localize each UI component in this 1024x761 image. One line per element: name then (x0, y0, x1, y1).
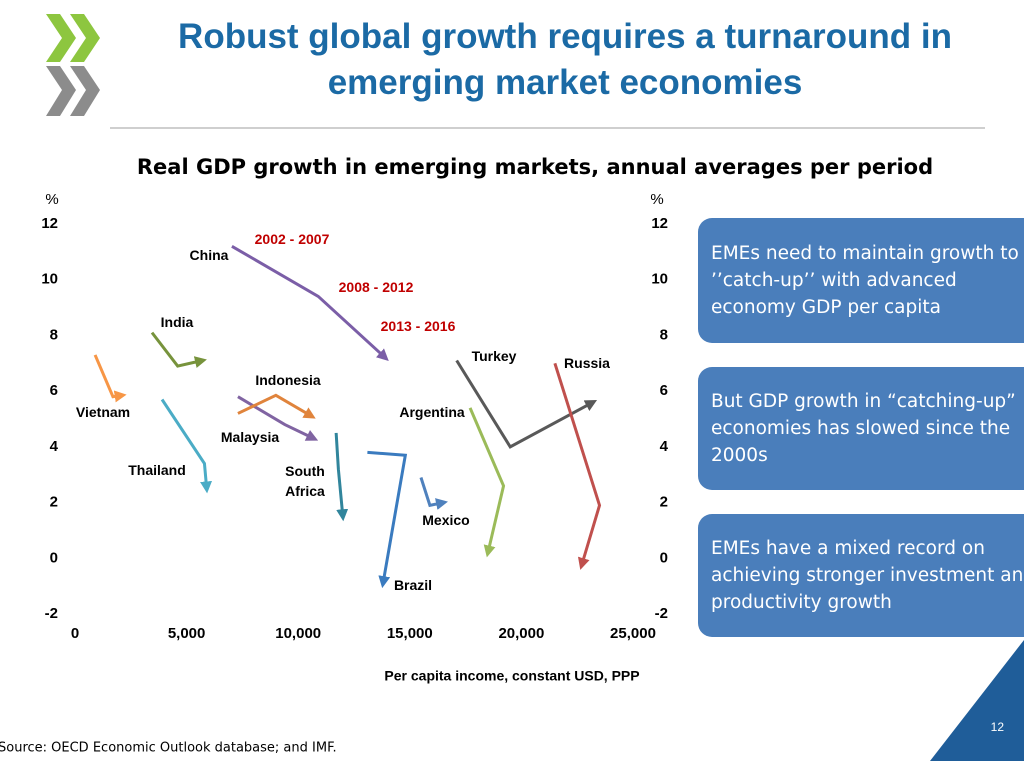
y-tick-label: -2 (45, 605, 58, 622)
x-axis-label: Per capita income, constant USD, PPP (384, 668, 639, 684)
period-annotation: 2002 - 2007 (254, 231, 330, 247)
series-label: Mexico (422, 512, 470, 528)
source: Source: OECD Economic Outlook database; … (0, 741, 337, 756)
y2-axis-label: % (650, 191, 663, 208)
logo (70, 66, 100, 116)
note-box: But GDP growth in “catching-up” economie… (698, 367, 1024, 490)
series-label: Indonesia (255, 372, 321, 388)
y2-tick-label: 2 (660, 494, 668, 511)
y-tick-label: 0 (50, 549, 58, 566)
series-line (334, 432, 349, 522)
series-label: Malaysia (220, 429, 280, 445)
series-label: Vietnam (75, 404, 131, 420)
y2-tick-label: -2 (655, 605, 668, 622)
logo (46, 66, 76, 116)
series-line (160, 398, 213, 494)
chart-title: Real GDP growth in emerging markets, ann… (137, 155, 933, 179)
y-tick-label: 6 (50, 382, 58, 399)
series-label: Brazil (393, 577, 433, 593)
y-tick-label: 10 (41, 271, 58, 288)
x-tick-label: 5,000 (168, 625, 206, 642)
x-tick-label: 10,000 (275, 625, 321, 642)
series-line (468, 407, 506, 558)
series-label: Russia (564, 355, 610, 371)
logo (70, 14, 100, 62)
x-tick-label: 25,000 (610, 625, 656, 642)
x-tick-label: 0 (71, 625, 79, 642)
note-box: EMEs have a mixed record on achieving st… (698, 514, 1024, 637)
series-label: India (160, 314, 194, 330)
series-label: Turkey (471, 348, 517, 364)
y2-tick-label: 8 (660, 326, 668, 343)
slide-title: Robust global growth requires a turnarou… (178, 17, 952, 102)
y-tick-label: 12 (41, 215, 58, 232)
y-tick-label: 8 (50, 326, 58, 343)
y-tick-label: 2 (50, 494, 58, 511)
series-label: Argentina (399, 404, 465, 420)
y-tick-label: 4 (50, 438, 59, 455)
logo (46, 14, 76, 62)
y-axis-label: % (45, 191, 58, 208)
series-line (419, 477, 448, 510)
y2-tick-label: 4 (660, 438, 669, 455)
page-number: 12 (991, 720, 1005, 734)
period-annotation: 2008 - 2012 (338, 279, 414, 295)
series-label: Thailand (128, 462, 186, 478)
note-box: EMEs need to maintain growth to ’’catch-… (698, 218, 1024, 343)
series-line (150, 331, 207, 368)
y2-tick-label: 6 (660, 382, 668, 399)
x-tick-label: 15,000 (387, 625, 433, 642)
corner-triangle (930, 640, 1024, 761)
x-tick-label: 20,000 (498, 625, 544, 642)
series-line (237, 393, 316, 419)
y2-tick-label: 12 (651, 215, 668, 232)
series-label: China (189, 247, 229, 263)
series-line (455, 359, 598, 449)
period-annotation: 2013 - 2016 (380, 318, 456, 334)
series-line (553, 362, 602, 570)
series-label: South Africa (285, 463, 325, 499)
y2-tick-label: 10 (651, 271, 668, 288)
series-line (93, 354, 127, 403)
series-line (367, 450, 408, 589)
y2-tick-label: 0 (660, 549, 668, 566)
series-line (231, 244, 389, 361)
